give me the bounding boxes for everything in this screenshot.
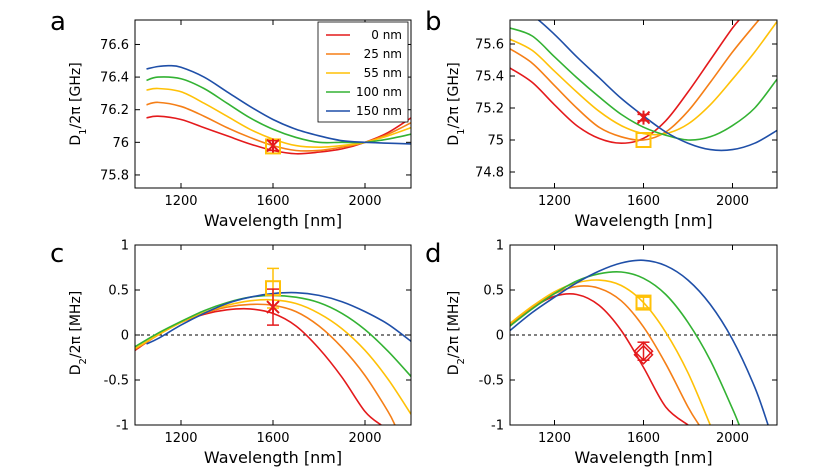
y-axis-label: D2/2π [MHz] xyxy=(68,291,89,376)
legend-label: 0 nm xyxy=(371,28,402,42)
panel-b: 1200 1600 2000 74.8 75 75.2 75.4 75.6 Wavelength… xyxy=(425,7,778,230)
x-tick-label: 2000 xyxy=(716,431,749,446)
y-tick-label: 1 xyxy=(496,239,504,254)
y-axis-label: D1/2π [GHz] xyxy=(446,62,467,145)
y-tick-label: 75 xyxy=(487,134,504,149)
x-tick-label: 1600 xyxy=(627,431,660,446)
x-tick-label: 1600 xyxy=(256,431,289,446)
y-axis-label-sub: 1 xyxy=(456,129,467,135)
x-tick-label: 2000 xyxy=(348,194,381,209)
x-axis-label: Wavelength [nm] xyxy=(204,448,342,467)
legend-box xyxy=(317,21,409,123)
y-tick-label: 76.6 xyxy=(100,38,129,53)
series-line-150nm xyxy=(510,259,769,425)
y-axis-label-main: D xyxy=(68,135,84,146)
y-tick-label: 76.2 xyxy=(100,103,129,118)
panel-c: 1200 1600 2000 -1 -0.5 0 0.5 1 Wavelength [nm] D2… xyxy=(50,239,412,467)
x-tick-label: 1200 xyxy=(538,194,571,209)
x-tick-label: 1600 xyxy=(256,194,289,209)
marker-x xyxy=(266,138,280,153)
series-line-0nm xyxy=(510,20,741,145)
series-line-150nm xyxy=(537,20,777,152)
y-tick-label: 0 xyxy=(496,329,504,344)
panel-label: b xyxy=(425,7,442,37)
series-line-150nm xyxy=(146,64,411,145)
marker-x xyxy=(636,110,651,125)
series-line-0nm xyxy=(510,293,689,425)
panel-label: a xyxy=(50,7,66,37)
series-line-100nm xyxy=(510,27,777,141)
panel-d: 1200 1600 2000 -1 -0.5 0 0.5 1 Wavelength [nm] D2… xyxy=(425,239,778,467)
marker-square xyxy=(635,132,652,148)
y-tick-label: -0.5 xyxy=(479,374,504,389)
y-axis-label-sub: 2 xyxy=(78,358,89,364)
marker-diamond xyxy=(633,341,654,362)
legend-label: 55 nm xyxy=(364,66,402,80)
y-axis-label-rest: /2π [GHz] xyxy=(68,62,84,128)
y-axis-label-main: D xyxy=(446,135,462,146)
y-tick-label: 75.8 xyxy=(100,168,129,183)
series-line-25nm xyxy=(510,20,760,141)
legend: 0 nm 25 nm 55 nm 100 nm 150 nm xyxy=(317,21,409,123)
y-tick-label: 1 xyxy=(121,239,129,254)
legend-label: 150 nm xyxy=(356,104,402,118)
legend-label: 25 nm xyxy=(364,47,402,61)
y-tick-label: 75.6 xyxy=(475,38,504,53)
x-tick-label: 1200 xyxy=(538,431,571,446)
y-tick-label: 74.8 xyxy=(475,166,504,181)
y-axis-label: D2/2π [MHz] xyxy=(446,291,467,376)
y-tick-label: 75.2 xyxy=(475,102,504,117)
y-tick-label: 0 xyxy=(121,329,129,344)
y-axis-label-main: D xyxy=(68,364,84,375)
y-axis-label-rest: /2π [GHz] xyxy=(446,62,462,128)
legend-label: 100 nm xyxy=(356,85,402,99)
y-axis-label-rest: /2π [MHz] xyxy=(446,291,462,358)
y-tick-label: -1 xyxy=(491,419,504,434)
x-tick-label: 2000 xyxy=(348,431,381,446)
y-tick-label: 75.4 xyxy=(475,70,504,85)
marker-diamond xyxy=(633,344,654,365)
series-line-100nm xyxy=(510,270,740,425)
series-line-25nm xyxy=(510,285,700,425)
y-axis-label-sub: 2 xyxy=(456,358,467,364)
x-tick-label: 1200 xyxy=(164,431,197,446)
y-axis-label-sub: 1 xyxy=(78,129,89,135)
y-tick-label: 76.4 xyxy=(100,71,129,86)
x-axis-label: Wavelength [nm] xyxy=(574,211,712,230)
marker-x xyxy=(266,300,280,315)
y-axis-label-main: D xyxy=(446,364,462,375)
series-line-55nm xyxy=(510,279,711,425)
y-axis-label: D1/2π [GHz] xyxy=(68,62,89,145)
x-axis-label: Wavelength [nm] xyxy=(574,448,712,467)
panel-label: c xyxy=(50,239,64,269)
x-tick-label: 1600 xyxy=(627,194,660,209)
panel-label: d xyxy=(425,239,442,269)
y-tick-label: 0.5 xyxy=(483,284,504,299)
y-tick-label: -1 xyxy=(116,419,129,434)
panel-a: 1200 1600 2000 75.8 76 76.2 76.4 76.6 Wavelength… xyxy=(50,7,412,230)
y-axis-label-rest: /2π [MHz] xyxy=(68,291,84,358)
x-axis-label: Wavelength [nm] xyxy=(204,211,342,230)
y-tick-label: 76 xyxy=(112,136,129,151)
marker-square xyxy=(635,294,652,311)
x-tick-label: 2000 xyxy=(716,194,749,209)
y-tick-label: -0.5 xyxy=(104,374,129,389)
y-tick-label: 0.5 xyxy=(108,284,129,299)
x-tick-label: 1200 xyxy=(164,194,197,209)
